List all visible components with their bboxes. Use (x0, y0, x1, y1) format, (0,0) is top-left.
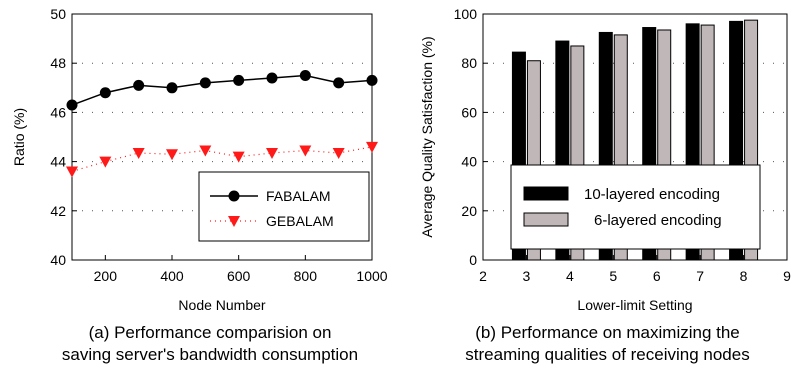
caption-b-line1: (b) Performance on maximizing the (475, 323, 740, 342)
y-tick-label: 0 (469, 252, 477, 268)
x-tick-label: 3 (523, 268, 531, 284)
legend-marker-gebalam (228, 216, 240, 227)
fabalam-point (366, 74, 378, 86)
x-tick-label: 9 (783, 268, 791, 284)
series-line-fabalam (71, 74, 373, 106)
y-tick-label: 20 (461, 203, 477, 219)
fabalam-point (266, 72, 278, 84)
y-tick-label: 48 (50, 55, 66, 71)
x-tick-label: 800 (294, 268, 318, 284)
x-tick-label: 5 (609, 268, 617, 284)
caption-a: (a) Performance comparision on saving se… (20, 322, 400, 366)
fabalam-point (333, 77, 345, 89)
caption-b: (b) Performance on maximizing the stream… (415, 322, 800, 366)
y-axis-label: Ratio (%) (11, 108, 27, 166)
x-tick-label: 1000 (356, 268, 387, 284)
y-tick-label: 40 (461, 154, 477, 170)
x-tick-label: 600 (227, 268, 251, 284)
caption-a-line1: (a) Performance comparision on (88, 323, 332, 342)
y-tick-label: 44 (50, 154, 66, 170)
legend-swatch-6-layered (523, 212, 569, 227)
series-line-gebalam (71, 146, 373, 173)
gebalam-point (66, 166, 78, 178)
gebalam-point (132, 147, 145, 159)
fabalam-point (166, 82, 178, 94)
legend-label-fabalam: FABALAM (266, 188, 331, 204)
fabalam-point (133, 79, 145, 91)
x-tick-label: 8 (740, 268, 748, 284)
y-tick-label: 46 (50, 104, 66, 120)
fabalam-point (299, 70, 311, 81)
legend-label-6-layered: 6-layered encoding (594, 212, 722, 229)
x-tick-label: 6 (653, 268, 661, 284)
legend-label-10-layered: 10-layered encoding (584, 186, 720, 203)
caption-b-line2: streaming qualities of receiving nodes (465, 345, 750, 364)
legend-marker-fabalam (228, 190, 240, 202)
y-tick-label: 80 (461, 55, 477, 71)
gebalam-point (366, 141, 378, 153)
y-tick-label: 40 (50, 252, 66, 268)
fabalam-point (99, 87, 111, 99)
legend: FABALAM GEBALAM (198, 171, 370, 242)
gebalam-point (266, 147, 278, 159)
legend: 10-layered encoding 6-layered encoding (510, 164, 761, 250)
x-tick-label: 2 (479, 268, 487, 284)
chart-b: 0 20 40 60 80 100 2 3 4 5 6 7 8 9 Lower-limit Setting A… (419, 6, 791, 313)
x-tick-label: 200 (94, 268, 118, 284)
gebalam-point (299, 145, 312, 157)
caption-a-line2: saving server's bandwidth consumption (61, 345, 359, 364)
gebalam-point (232, 151, 245, 163)
gebalam-point (166, 149, 178, 161)
fabalam-point (66, 99, 78, 111)
chart-a: 40 42 44 46 48 50 200 400 600 800 1000 Node Number R… (11, 6, 388, 313)
gebalam-point (99, 156, 112, 168)
legend-box (510, 164, 761, 250)
legend-swatch-10-layered (523, 186, 569, 201)
y-tick-label: 100 (454, 6, 478, 22)
fabalam-point (233, 74, 245, 86)
plot-frame (482, 13, 788, 261)
legend-box (198, 171, 370, 242)
x-axis-label: Node Number (178, 297, 265, 313)
y-tick-label: 42 (50, 203, 66, 219)
gebalam-point (199, 145, 212, 157)
x-tick-label: 400 (160, 268, 184, 284)
plot-frame (71, 13, 373, 261)
fabalam-point (199, 77, 211, 89)
x-tick-label: 4 (566, 268, 574, 284)
gebalam-point (332, 147, 345, 159)
legend-label-gebalam: GEBALAM (266, 213, 334, 229)
y-tick-label: 60 (461, 104, 477, 120)
y-tick-label: 50 (50, 6, 66, 22)
x-axis-label: Lower-limit Setting (577, 297, 692, 313)
y-axis-label: Average Quality Satisfaction (%) (419, 36, 435, 237)
x-tick-label: 7 (696, 268, 704, 284)
